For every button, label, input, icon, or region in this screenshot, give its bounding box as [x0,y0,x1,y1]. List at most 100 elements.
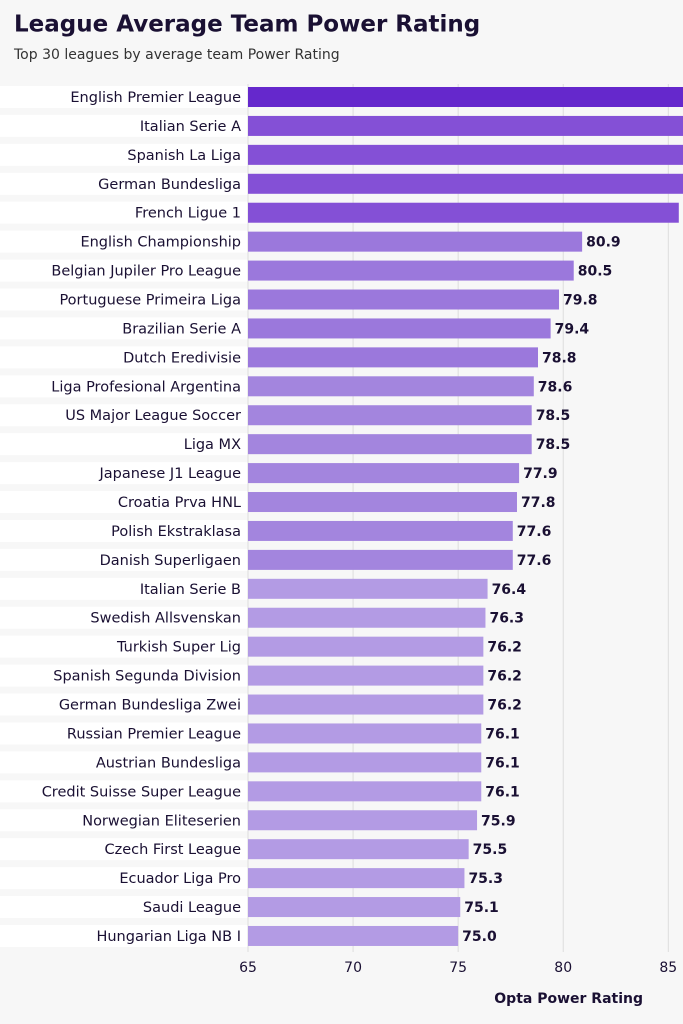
row-band [0,288,248,311]
category-label: Brazilian Serie A [122,321,241,337]
category-label: English Premier League [70,90,241,106]
value-label: 77.6 [517,524,552,540]
bar [248,781,482,802]
value-label: 78.5 [536,437,571,453]
value-label: 76.3 [489,611,524,627]
row-band [0,172,248,195]
bar [248,694,484,715]
bar [248,405,532,426]
category-label: Portuguese Primeira Liga [59,293,241,309]
value-label: 76.1 [485,784,520,800]
value-label: 79.8 [563,293,598,309]
value-label: 79.4 [555,321,590,337]
row-band [0,114,248,137]
chart-subtitle: Top 30 leagues by average team Power Rat… [13,47,340,63]
category-label: French Ligue 1 [135,206,241,222]
category-label: Spanish La Liga [127,148,241,164]
row-band [0,143,248,166]
value-label: 76.2 [487,669,522,685]
bar [248,173,683,194]
category-label: Saudi League [143,900,241,916]
category-label: Credit Suisse Super League [42,784,241,800]
category-label: Croatia Prva HNL [118,495,241,511]
x-tick-label: 75 [449,960,467,976]
bar [248,897,461,918]
row-band [0,346,248,369]
bar [248,665,484,686]
value-label: 76.1 [485,726,520,742]
value-label: 78.6 [538,379,573,395]
category-label: Spanish Segunda Division [53,669,241,685]
category-label: Russian Premier League [67,726,241,742]
bar [248,87,683,107]
bar [248,347,538,368]
value-label: 76.1 [485,755,520,771]
value-label: 75.1 [464,900,499,916]
row-band [0,606,248,629]
bar [248,376,534,397]
bar [248,144,683,165]
row-band [0,838,248,861]
x-tick-label: 65 [239,960,257,976]
category-label: Danish Superligaen [100,553,241,569]
bar [248,636,484,657]
row-band [0,375,248,398]
category-label: Swedish Allsvenskan [90,611,241,627]
category-label: Czech First League [105,842,242,858]
category-label: US Major League Soccer [65,408,241,424]
category-label: Polish Ekstraklasa [111,524,241,540]
row-band [0,317,248,340]
category-label: Italian Serie A [140,119,241,135]
row-band [0,201,248,224]
bar [248,260,574,281]
value-label: 76.4 [492,582,527,598]
bar [248,520,513,541]
category-label: Japanese J1 League [98,466,241,482]
x-axis-label: Opta Power Rating [494,991,643,1007]
bar [248,115,683,136]
category-label: English Championship [80,235,241,251]
category-label: Austrian Bundesliga [96,755,241,771]
category-label: Belgian Jupiler Pro League [51,264,241,280]
value-label: 78.8 [542,350,577,366]
bar [248,578,488,599]
row-band [0,86,248,108]
value-label: 77.9 [523,466,558,482]
value-label: 76.2 [487,698,522,714]
row-band [0,491,248,514]
category-label: German Bundesliga [98,177,241,193]
row-band [0,896,248,919]
value-label: 80.5 [578,264,613,280]
category-label: Italian Serie B [140,582,241,598]
x-tick-label: 70 [344,960,362,976]
row-band [0,519,248,542]
category-label: Hungarian Liga NB I [96,929,241,945]
row-band [0,635,248,658]
value-label: 77.6 [517,553,552,569]
category-label: Liga Profesional Argentina [51,379,241,395]
bar [248,925,459,946]
row-band [0,433,248,456]
bar [248,723,482,744]
row-band [0,751,248,774]
chart-title: League Average Team Power Rating [14,12,480,38]
row-band [0,462,248,485]
value-label: 75.3 [468,871,503,887]
value-label: 75.5 [473,842,508,858]
row-band [0,867,248,890]
bar [248,752,482,773]
category-label: Ecuador Liga Pro [119,871,241,887]
bar [248,434,532,455]
row-band [0,404,248,427]
row-band [0,230,248,253]
value-label: 75.0 [462,929,497,945]
bar [248,492,517,513]
value-label: 78.5 [536,408,571,424]
value-label: 80.9 [586,235,621,251]
bar [248,868,465,889]
x-tick-label: 80 [554,960,572,976]
bar [248,463,520,484]
row-band [0,693,248,716]
row-band [0,259,248,282]
